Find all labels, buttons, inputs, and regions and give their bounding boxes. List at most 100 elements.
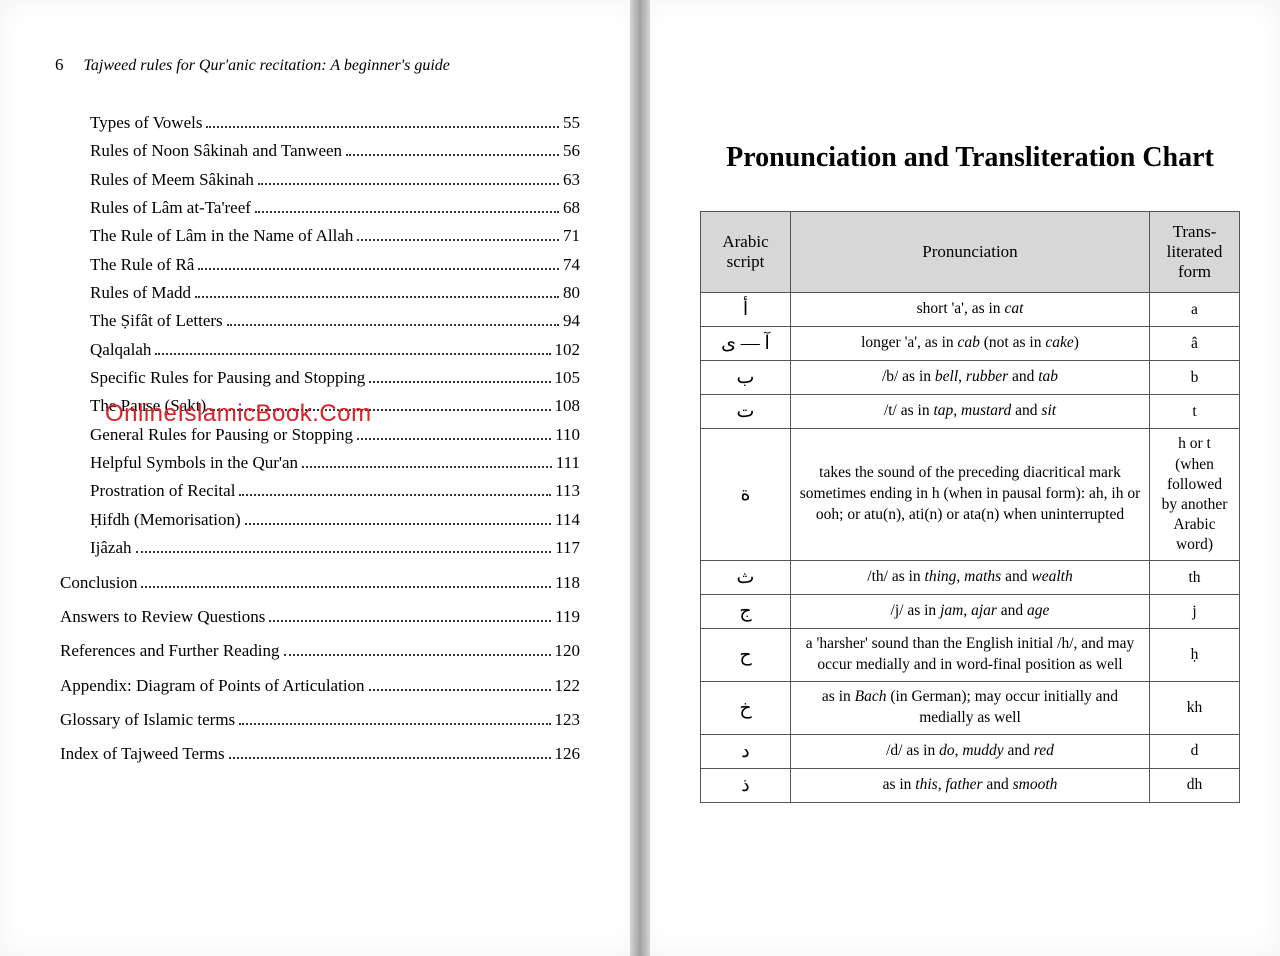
toc-entry: Specific Rules for Pausing and Stopping1… xyxy=(90,365,580,391)
cell-transliteration: dh xyxy=(1150,768,1240,802)
cell-arabic: ث xyxy=(701,561,791,595)
toc-leader xyxy=(239,494,551,496)
toc-entry-title: Glossary of Islamic terms xyxy=(60,707,235,733)
toc-leader xyxy=(245,523,552,525)
toc-entry-page: 56 xyxy=(563,138,580,164)
book-spine xyxy=(630,0,650,956)
toc-entry-page: 117 xyxy=(555,535,580,561)
chart-row: ب/b/ as in bell, rubber and tabb xyxy=(701,361,1240,395)
chart-row: د/d/ as in do, muddy and redd xyxy=(701,734,1240,768)
book-running-title: Tajweed rules for Qur'anic recitation: A… xyxy=(84,57,450,75)
cell-transliteration: a xyxy=(1150,293,1240,327)
toc-entry-title: Appendix: Diagram of Points of Articulat… xyxy=(60,673,365,699)
toc-entry-title: Index of Tajweed Terms xyxy=(60,741,225,767)
toc-leader xyxy=(155,353,550,355)
toc-entry-title: Rules of Noon Sâkinah and Tanween xyxy=(90,138,342,164)
pronunciation-chart: Arabic script Pronunciation Trans-litera… xyxy=(700,211,1240,803)
toc-entry-title: Ḥifdh (Memorisation) xyxy=(90,507,241,533)
toc-entry-page: 94 xyxy=(563,308,580,334)
cell-arabic: خ xyxy=(701,682,791,735)
toc-entry: Types of Vowels 55 xyxy=(90,110,580,136)
toc-leader xyxy=(258,183,559,185)
cell-arabic: د xyxy=(701,734,791,768)
toc-leader xyxy=(229,757,551,759)
cell-arabic: أ xyxy=(701,293,791,327)
toc-entry-page: 118 xyxy=(555,570,580,596)
toc-leader xyxy=(195,296,559,298)
toc-leader xyxy=(357,239,559,241)
toc-entry-page: 120 xyxy=(555,638,581,664)
chart-row: ت/t/ as in tap, mustard and sitt xyxy=(701,395,1240,429)
toc-entry-page: 108 xyxy=(555,393,581,419)
toc-entry-major: Answers to Review Questions 119 xyxy=(60,604,580,630)
cell-arabic: ت xyxy=(701,395,791,429)
toc-entry: The Rule of Râ 74 xyxy=(90,252,580,278)
toc-entry: Ḥifdh (Memorisation)114 xyxy=(90,507,580,533)
chart-header-row: Arabic script Pronunciation Trans-litera… xyxy=(701,212,1240,293)
table-of-contents: Types of Vowels 55 Rules of Noon Sâkinah a… xyxy=(55,110,580,768)
toc-entry-page: 68 xyxy=(563,195,580,221)
toc-entry-major: Conclusion 118 xyxy=(60,570,580,596)
cell-arabic: ة xyxy=(701,429,791,561)
toc-entry-page: 63 xyxy=(563,167,580,193)
toc-leader xyxy=(369,689,551,691)
header-arabic-script: Arabic script xyxy=(701,212,791,293)
cell-pronunciation: /th/ as in thing, maths and wealth xyxy=(791,561,1150,595)
page-number: 6 xyxy=(55,55,64,75)
toc-entry-page: 111 xyxy=(556,450,580,476)
cell-transliteration: ḥ xyxy=(1150,629,1240,682)
toc-entry-page: 113 xyxy=(555,478,580,504)
toc-leader xyxy=(346,154,559,156)
cell-pronunciation: takes the sound of the preceding diacrit… xyxy=(791,429,1150,561)
header-pronunciation: Pronunciation xyxy=(791,212,1150,293)
left-page: 6 Tajweed rules for Qur'anic recitation:… xyxy=(0,0,640,956)
toc-leader xyxy=(357,438,551,440)
toc-entry-page: 102 xyxy=(555,337,581,363)
cell-arabic: ج xyxy=(701,595,791,629)
toc-entry: Qalqalah 102 xyxy=(90,337,580,363)
toc-leader xyxy=(136,551,552,553)
toc-entry-title: Specific Rules for Pausing and Stopping xyxy=(90,365,365,391)
toc-entry-page: 110 xyxy=(555,422,580,448)
cell-transliteration: h or t (when followed by another Arabic … xyxy=(1150,429,1240,561)
chart-row: أshort 'a', as in cata xyxy=(701,293,1240,327)
toc-entry-page: 71 xyxy=(563,223,580,249)
cell-transliteration: j xyxy=(1150,595,1240,629)
cell-arabic: ح xyxy=(701,629,791,682)
cell-pronunciation: short 'a', as in cat xyxy=(791,293,1150,327)
cell-transliteration: d xyxy=(1150,734,1240,768)
toc-entry-title: Rules of Madd xyxy=(90,280,191,306)
toc-leader xyxy=(302,466,552,468)
toc-leader xyxy=(269,620,551,622)
toc-entry-title: Conclusion xyxy=(60,570,137,596)
toc-entry: The Ṣifât of Letters94 xyxy=(90,308,580,334)
cell-transliteration: kh xyxy=(1150,682,1240,735)
toc-entry: Prostration of Recital113 xyxy=(90,478,580,504)
toc-entry-title: The Rule of Râ xyxy=(90,252,194,278)
toc-entry-page: 122 xyxy=(555,673,581,699)
toc-entry-title: Answers to Review Questions xyxy=(60,604,265,630)
cell-arabic: آ — ى xyxy=(701,327,791,361)
toc-entry: Helpful Symbols in the Qur'an111 xyxy=(90,450,580,476)
chart-row: خas in Bach (in German); may occur initi… xyxy=(701,682,1240,735)
toc-entry-title: Rules of Lâm at-Ta'reef xyxy=(90,195,251,221)
cell-arabic: ب xyxy=(701,361,791,395)
toc-entry: Rules of Madd80 xyxy=(90,280,580,306)
chart-row: ذas in this, father and smoothdh xyxy=(701,768,1240,802)
cell-arabic: ذ xyxy=(701,768,791,802)
toc-leader xyxy=(239,723,550,725)
toc-entry-title: Types of Vowels xyxy=(90,110,202,136)
toc-entry: Ijâzah117 xyxy=(90,535,580,561)
toc-entry-major: References and Further Reading120 xyxy=(60,638,580,664)
cell-pronunciation: /b/ as in bell, rubber and tab xyxy=(791,361,1150,395)
toc-entry-page: 74 xyxy=(563,252,580,278)
toc-leader xyxy=(227,324,559,326)
toc-entry-page: 55 xyxy=(563,110,580,136)
toc-entry-page: 119 xyxy=(555,604,580,630)
toc-entry-major: Appendix: Diagram of Points of Articulat… xyxy=(60,673,580,699)
toc-leader xyxy=(141,586,551,588)
toc-entry-title: Qalqalah xyxy=(90,337,151,363)
toc-entry: Rules of Meem Sâkinah63 xyxy=(90,167,580,193)
toc-leader xyxy=(284,654,551,656)
cell-transliteration: b xyxy=(1150,361,1240,395)
